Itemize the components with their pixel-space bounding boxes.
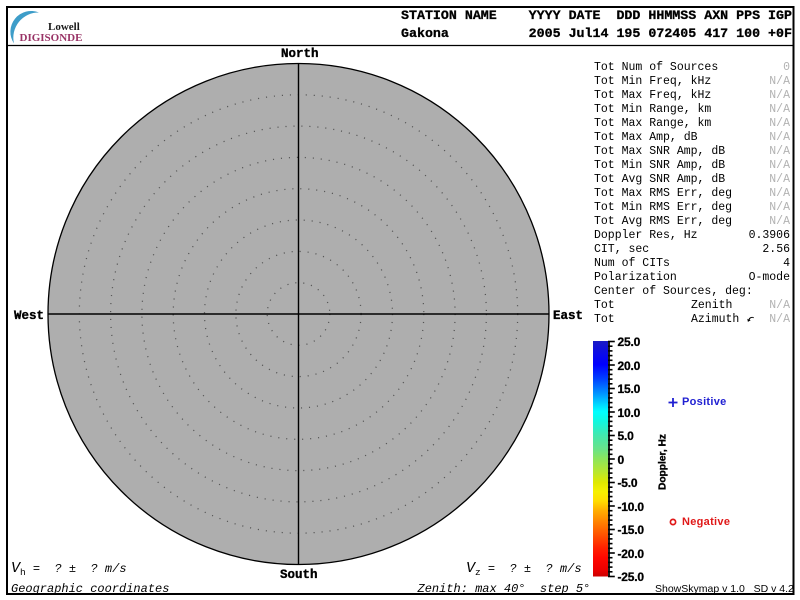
- svg-text:Doppler, Hz: Doppler, Hz: [658, 434, 669, 490]
